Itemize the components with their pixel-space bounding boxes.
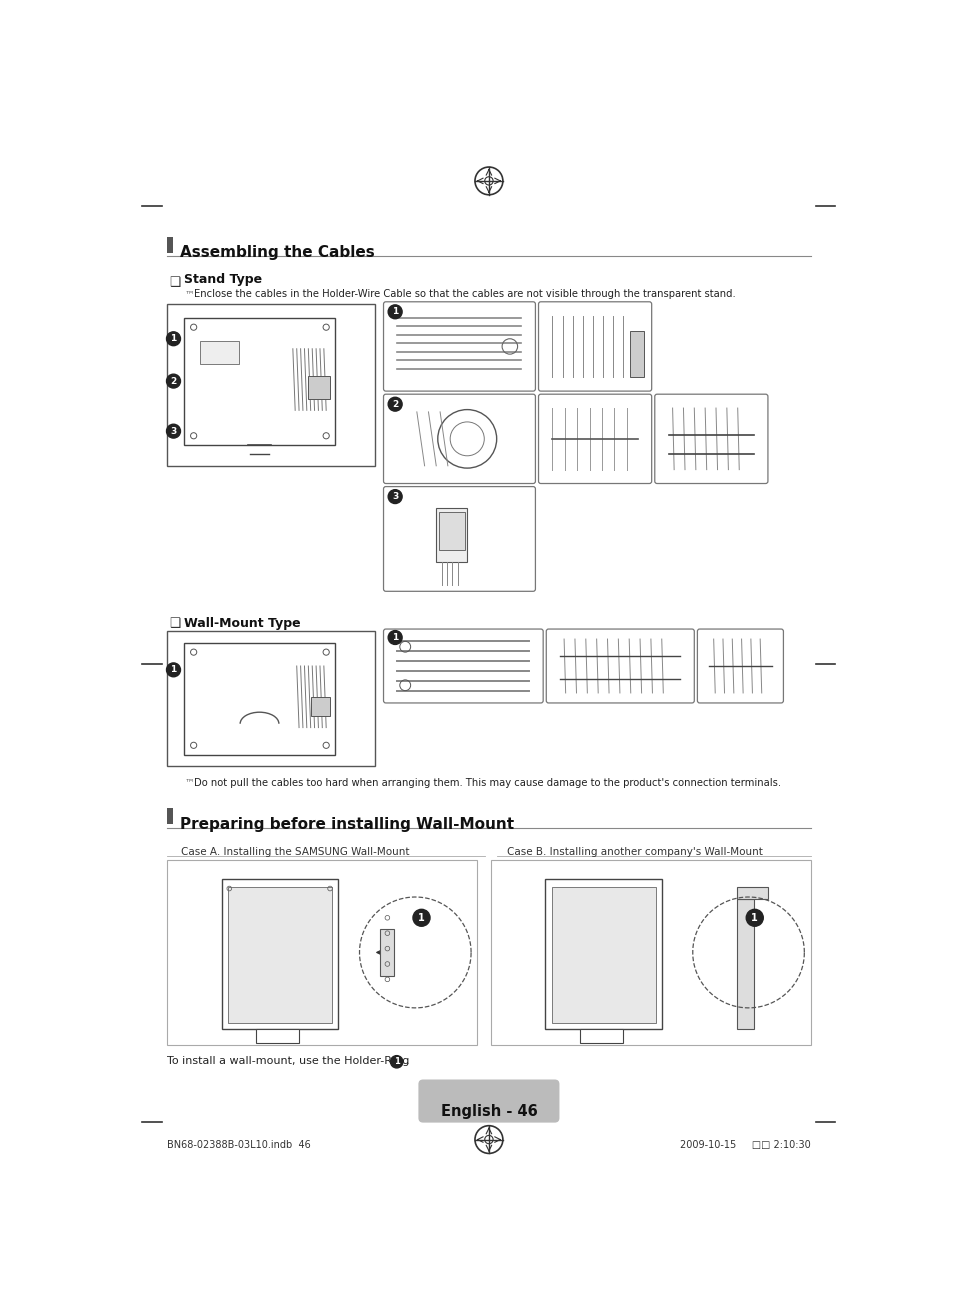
FancyBboxPatch shape — [697, 629, 782, 704]
Text: Enclose the cables in the Holder-Wire Cable so that the cables are not visible t: Enclose the cables in the Holder-Wire Ca… — [193, 289, 735, 299]
FancyBboxPatch shape — [167, 237, 173, 252]
FancyBboxPatch shape — [383, 394, 535, 484]
FancyBboxPatch shape — [491, 860, 810, 1045]
Text: 1: 1 — [392, 633, 397, 642]
FancyBboxPatch shape — [256, 1030, 298, 1043]
Text: Case A. Installing the SAMSUNG Wall-Mount: Case A. Installing the SAMSUNG Wall-Moun… — [181, 847, 410, 857]
Circle shape — [167, 425, 180, 438]
FancyBboxPatch shape — [537, 394, 651, 484]
FancyBboxPatch shape — [380, 930, 394, 976]
Circle shape — [388, 305, 402, 318]
Text: 1: 1 — [751, 913, 758, 923]
Circle shape — [167, 331, 180, 346]
Text: 1: 1 — [417, 913, 424, 923]
Text: 1: 1 — [392, 308, 397, 317]
FancyBboxPatch shape — [736, 888, 767, 898]
Circle shape — [413, 909, 430, 926]
Text: 1: 1 — [171, 665, 176, 675]
FancyBboxPatch shape — [545, 880, 661, 1030]
Circle shape — [167, 375, 180, 388]
Circle shape — [745, 909, 762, 926]
Text: 1: 1 — [394, 1057, 399, 1066]
Circle shape — [388, 397, 402, 412]
Text: ❑: ❑ — [170, 276, 181, 288]
FancyBboxPatch shape — [546, 629, 694, 704]
Text: 3: 3 — [392, 492, 397, 501]
Text: ™: ™ — [184, 289, 193, 299]
Circle shape — [167, 663, 180, 677]
Circle shape — [390, 1056, 402, 1068]
FancyBboxPatch shape — [167, 304, 375, 466]
FancyBboxPatch shape — [167, 809, 173, 825]
Text: 3: 3 — [171, 426, 176, 435]
FancyBboxPatch shape — [228, 888, 332, 1023]
Text: Preparing before installing Wall-Mount: Preparing before installing Wall-Mount — [179, 817, 514, 832]
Text: 2: 2 — [392, 400, 397, 409]
FancyBboxPatch shape — [308, 376, 330, 398]
FancyBboxPatch shape — [167, 631, 375, 767]
FancyBboxPatch shape — [579, 1030, 622, 1043]
Text: 1: 1 — [171, 334, 176, 343]
FancyBboxPatch shape — [438, 512, 464, 551]
Text: Assembling the Cables: Assembling the Cables — [179, 245, 375, 260]
Text: Wall-Mount Type: Wall-Mount Type — [183, 618, 300, 630]
Text: Do not pull the cables too hard when arranging them. This may cause damage to th: Do not pull the cables too hard when arr… — [193, 777, 780, 788]
Text: To install a wall-mount, use the Holder-Ring: To install a wall-mount, use the Holder-… — [167, 1056, 409, 1066]
FancyBboxPatch shape — [199, 341, 238, 364]
Text: ™: ™ — [184, 777, 193, 788]
FancyBboxPatch shape — [184, 643, 335, 755]
FancyBboxPatch shape — [736, 898, 753, 1030]
Circle shape — [388, 489, 402, 504]
FancyBboxPatch shape — [629, 331, 643, 377]
Text: Stand Type: Stand Type — [183, 272, 261, 285]
FancyBboxPatch shape — [436, 508, 467, 562]
Text: 2009-10-15     □□ 2:10:30: 2009-10-15 □□ 2:10:30 — [679, 1140, 810, 1149]
Circle shape — [388, 631, 402, 644]
FancyBboxPatch shape — [551, 888, 655, 1023]
Text: BN68-02388B-03L10.indb  46: BN68-02388B-03L10.indb 46 — [167, 1140, 311, 1149]
FancyBboxPatch shape — [537, 301, 651, 391]
Text: English - 46: English - 46 — [440, 1105, 537, 1119]
FancyBboxPatch shape — [383, 301, 535, 391]
Text: ❑: ❑ — [170, 618, 181, 630]
FancyBboxPatch shape — [184, 318, 335, 444]
Text: 2: 2 — [171, 376, 176, 385]
FancyBboxPatch shape — [311, 697, 330, 717]
Text: Case B. Installing another company's Wall-Mount: Case B. Installing another company's Wal… — [506, 847, 761, 857]
FancyBboxPatch shape — [654, 394, 767, 484]
FancyBboxPatch shape — [418, 1080, 558, 1123]
FancyBboxPatch shape — [167, 860, 476, 1045]
FancyBboxPatch shape — [383, 487, 535, 592]
FancyBboxPatch shape — [383, 629, 542, 704]
Text: .: . — [406, 1056, 409, 1066]
FancyBboxPatch shape — [221, 880, 337, 1030]
